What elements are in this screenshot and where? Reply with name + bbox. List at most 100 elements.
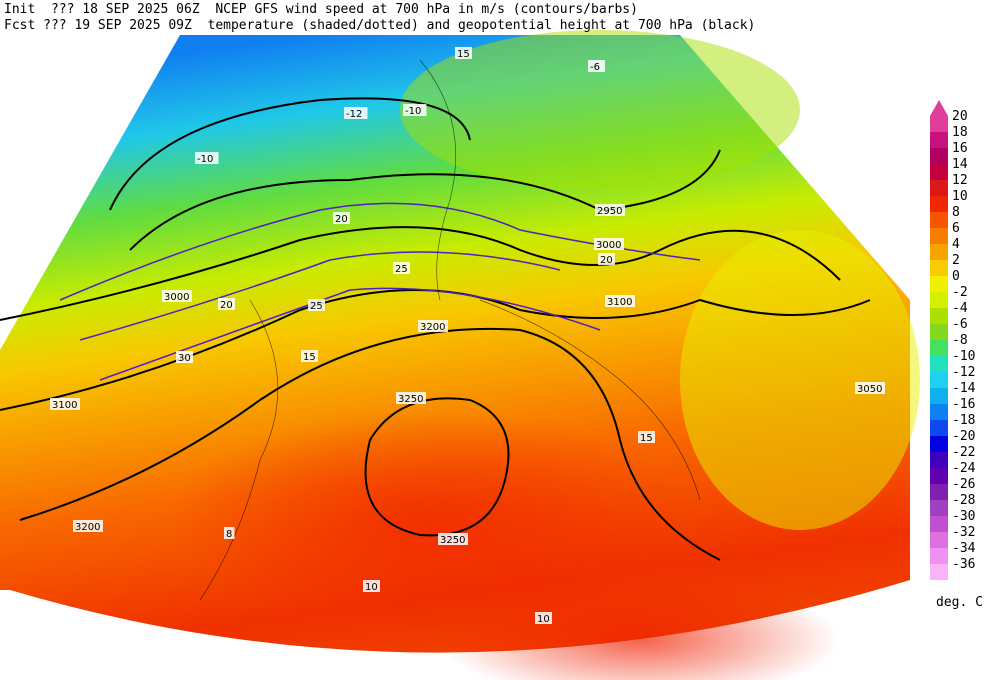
label-box [301, 350, 318, 362]
colorbar-label: -8 [952, 333, 968, 348]
colorbar-cell [930, 292, 948, 308]
contour-label: 25 [310, 301, 323, 312]
label-box [73, 520, 103, 532]
colorbar-cell [930, 452, 948, 468]
contour-label: 3000 [164, 292, 189, 303]
colorbar-label: 10 [952, 189, 968, 204]
label-box [638, 431, 655, 443]
colorbar-cell [930, 420, 948, 436]
contour-label: 3200 [420, 322, 445, 333]
contour-label: 3100 [52, 400, 77, 411]
colorbar-label: -32 [952, 525, 975, 540]
contour-label: 25 [395, 264, 408, 275]
colorbar-label: -2 [952, 285, 968, 300]
colorbar-cell [930, 196, 948, 212]
colorbar-cell [930, 180, 948, 196]
contour-label: 15 [457, 49, 470, 60]
colorbar-label: -4 [952, 301, 968, 316]
label-box [363, 580, 380, 592]
colorbar-label: 0 [952, 269, 960, 284]
header-line: Init ??? 18 SEP 2025 06Z NCEP GFS wind s… [4, 2, 638, 17]
header-line: Fcst ??? 19 SEP 2025 09Z temperature (sh… [4, 18, 755, 33]
contour-label: -10 [197, 154, 213, 165]
colorbar-label: 16 [952, 141, 968, 156]
colorbar-cell [930, 372, 948, 388]
contour-label: 10 [365, 582, 378, 593]
colorbar-label: -10 [952, 349, 975, 364]
contour-label: 3250 [440, 535, 465, 546]
colorbar-cell [930, 484, 948, 500]
colorbar-cell [930, 116, 948, 132]
contour-label: 20 [335, 214, 348, 225]
label-box [418, 320, 448, 332]
label-box [403, 104, 427, 116]
colorbar-cell [930, 164, 948, 180]
contour-label: -6 [590, 62, 600, 73]
contour-label: 3050 [857, 384, 882, 395]
colorbar-label: -16 [952, 397, 975, 412]
contour-label: 8 [226, 529, 232, 540]
colorbar-label: -28 [952, 493, 975, 508]
label-box [438, 533, 468, 545]
contour-label: 3000 [596, 240, 621, 251]
colorbar-label: -24 [952, 461, 976, 476]
label-box [344, 107, 368, 119]
colorbar-cell [930, 516, 948, 532]
label-box [308, 299, 325, 311]
shade [440, 580, 840, 680]
colorbar-cell [930, 388, 948, 404]
colorbar-cell [930, 228, 948, 244]
colorbar-label: -14 [952, 381, 976, 396]
colorbar-cell [930, 532, 948, 548]
contour-label: 15 [303, 352, 316, 363]
colorbar-label: 18 [952, 125, 968, 140]
label-box [396, 392, 426, 404]
label-box [595, 204, 625, 216]
label-box [162, 290, 192, 302]
colorbar-label: -6 [952, 317, 968, 332]
colorbar-cell [930, 308, 948, 324]
contour-label: 3100 [607, 297, 632, 308]
contour-label: 20 [220, 300, 233, 311]
colorbar-label: -22 [952, 445, 975, 460]
label-box [605, 295, 635, 307]
colorbar-label: 2 [952, 253, 960, 268]
colorbar-cell [930, 324, 948, 340]
contour-label: 30 [178, 353, 191, 364]
colorbar-unit: deg. C [936, 595, 983, 610]
colorbar-cell [930, 548, 948, 564]
contour-label: 3250 [398, 394, 423, 405]
label-box [598, 253, 615, 265]
label-box [50, 398, 80, 410]
label-box [393, 262, 410, 274]
header: Init ??? 18 SEP 2025 06Z NCEP GFS wind s… [4, 2, 755, 33]
contour-label: 2950 [597, 206, 622, 217]
colorbar-cell [930, 148, 948, 164]
colorbar-label: 6 [952, 221, 960, 236]
colorbar-cell [930, 356, 948, 372]
label-box [855, 382, 885, 394]
label-box [588, 60, 605, 72]
colorbar-cell [930, 564, 948, 580]
colorbar-label: -34 [952, 541, 976, 556]
colorbar-cell [930, 404, 948, 420]
colorbar-cell [930, 276, 948, 292]
label-box [218, 298, 235, 310]
label-box [594, 238, 624, 250]
colorbar-cell [930, 260, 948, 276]
colorbar-cell [930, 436, 948, 452]
colorbar-label: 8 [952, 205, 960, 220]
colorbar-cell [930, 132, 948, 148]
colorbar-arrow [930, 100, 948, 116]
label-box [455, 47, 472, 59]
map-labels: 2950 3000 3000 3050 3100 3100 3200 3200 3250 3250… [50, 47, 885, 625]
colorbar-label: 20 [952, 109, 968, 124]
label-box [195, 152, 219, 164]
contour-label: -12 [346, 109, 362, 120]
colorbar-label: 4 [952, 237, 960, 252]
colorbar-label: 14 [952, 157, 968, 172]
colorbar: 20181614121086420-2-4-6-8-10-12-14-16-18… [930, 100, 976, 580]
colorbar-cell [930, 244, 948, 260]
shade [680, 230, 920, 530]
